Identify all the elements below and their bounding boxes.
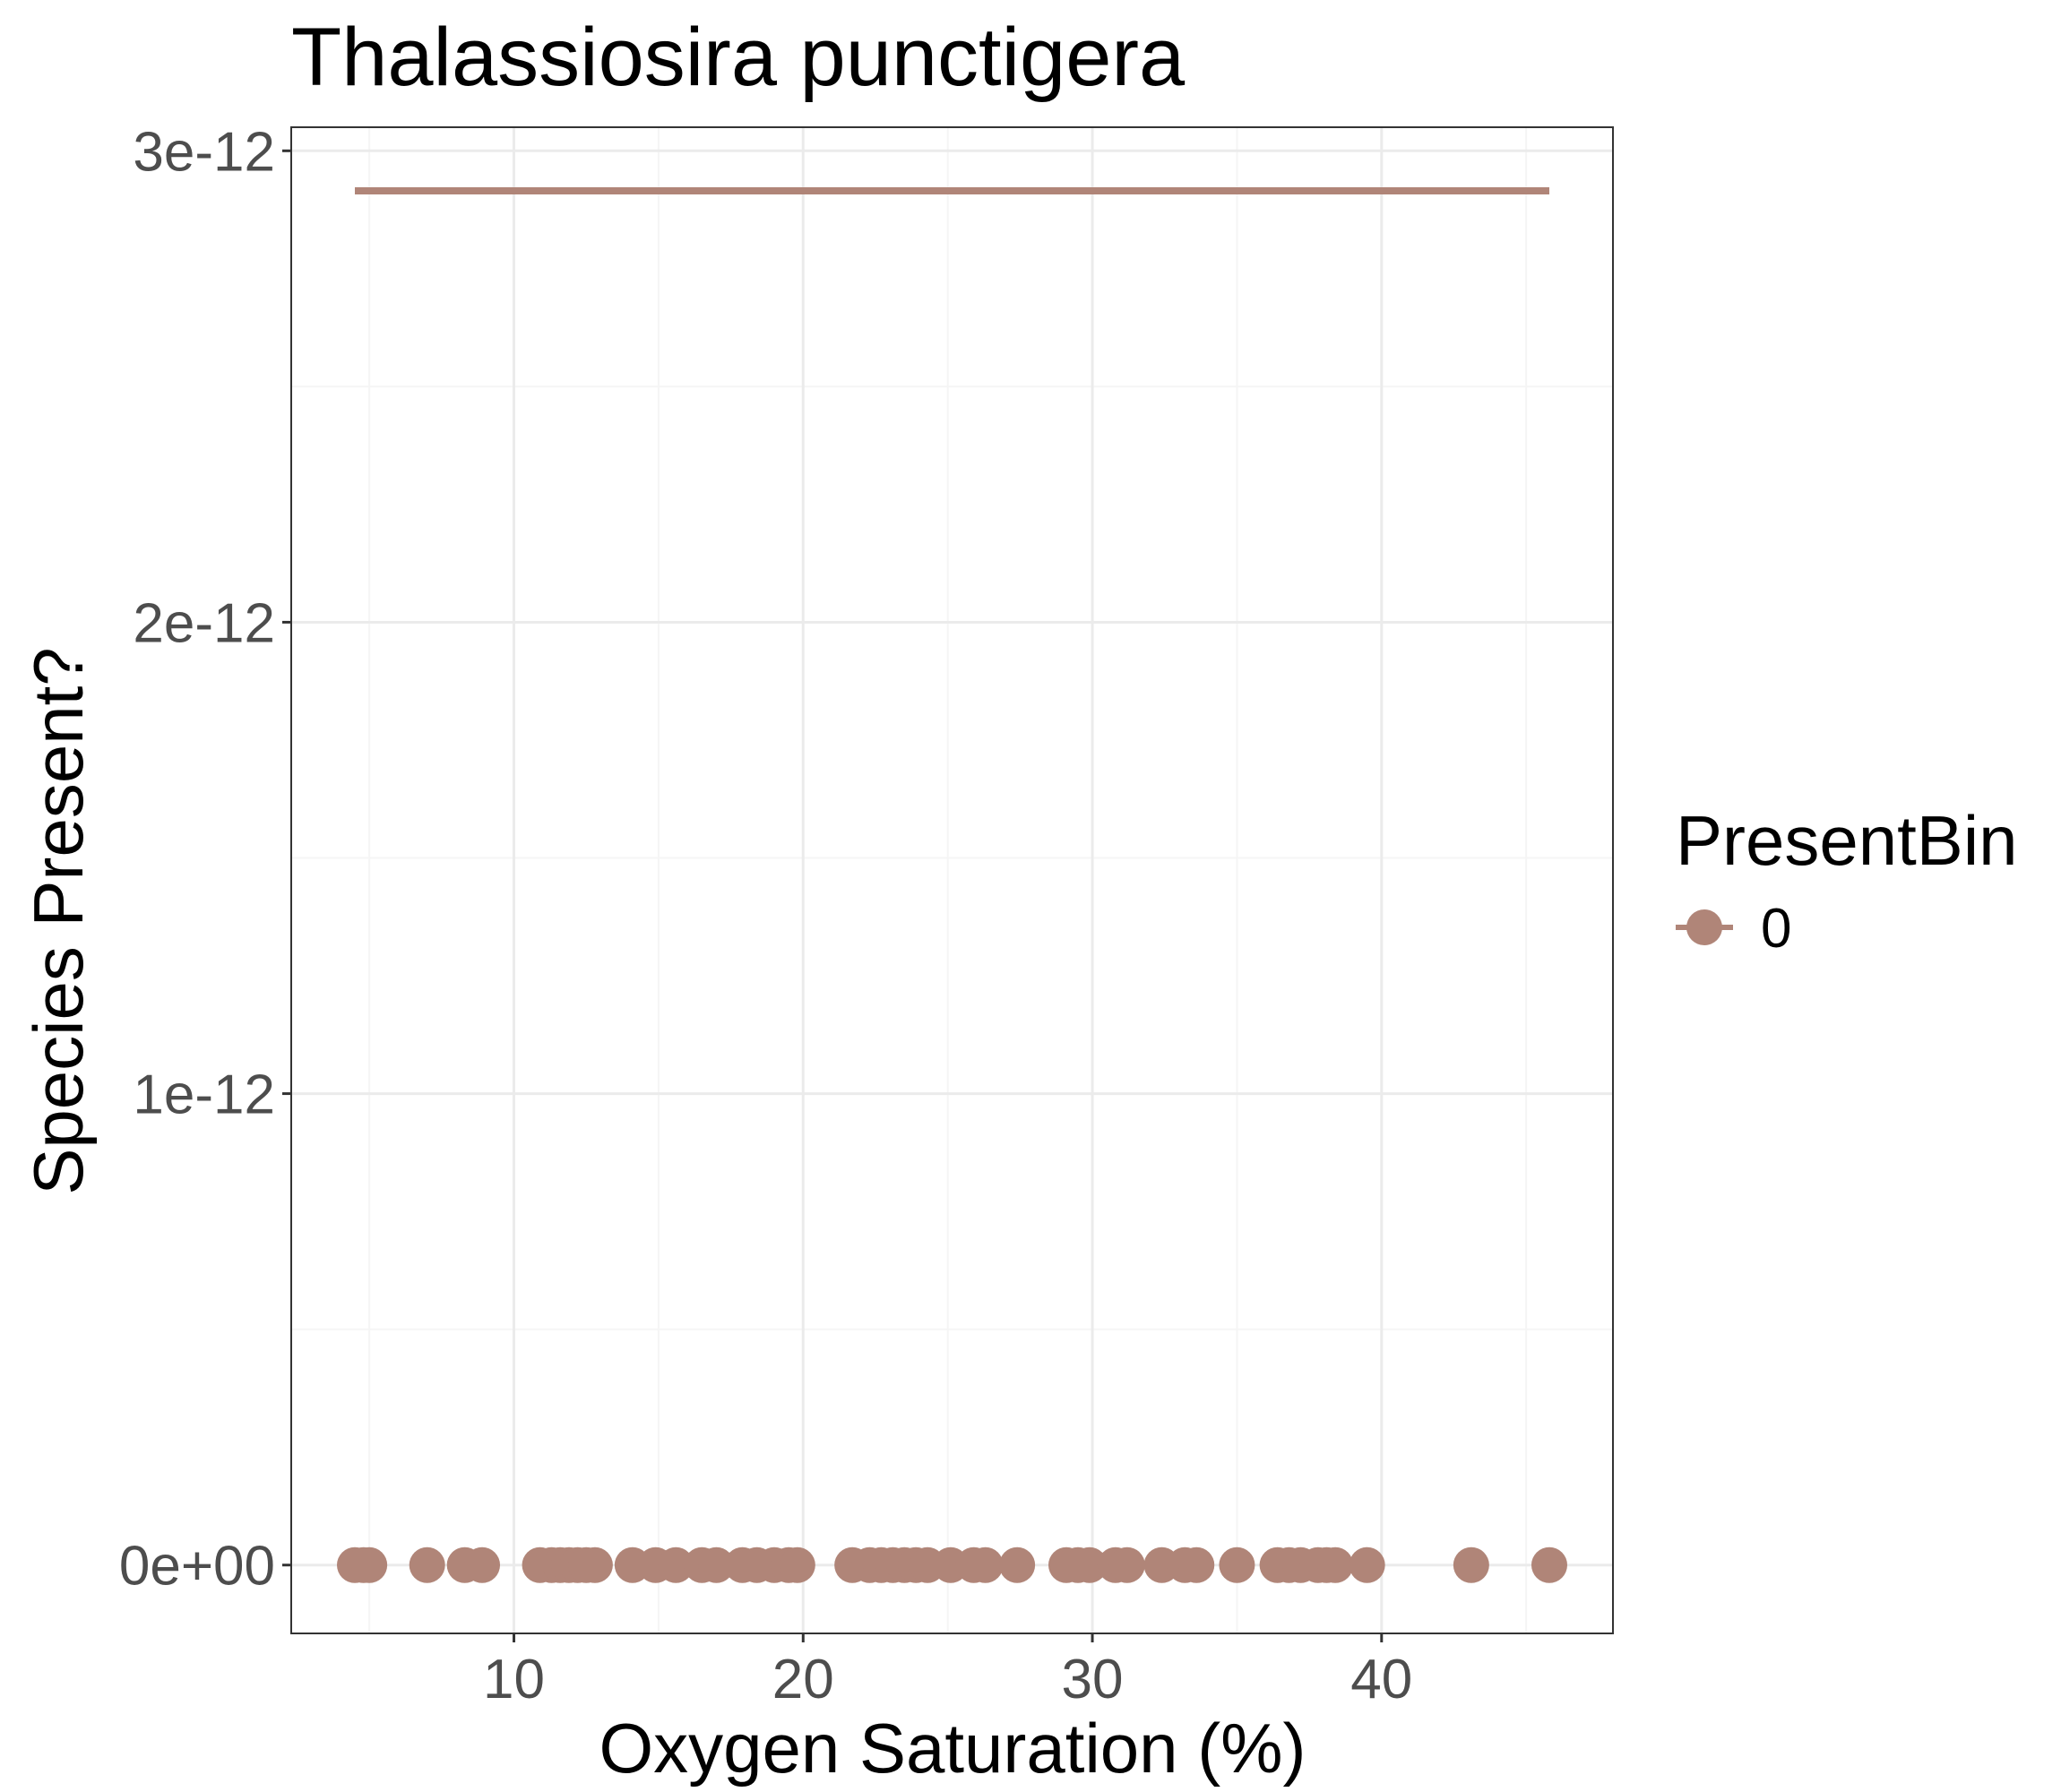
data-point — [351, 1546, 388, 1583]
series-0 — [337, 187, 1567, 1583]
y-axis: 0e+00 1e-12 2e-12 3e-12 — [119, 121, 291, 1598]
data-point — [779, 1546, 815, 1583]
panel-border — [290, 126, 1614, 1634]
x-axis-title: Oxygen Saturation (%) — [599, 1709, 1306, 1788]
y-tick-label: 2e-12 — [133, 592, 275, 654]
data-point — [409, 1546, 445, 1583]
data-point — [658, 1546, 694, 1583]
data-point — [967, 1546, 1004, 1583]
data-point — [1453, 1546, 1489, 1583]
y-tick-label: 1e-12 — [133, 1064, 275, 1126]
x-tick-label: 30 — [1062, 1649, 1124, 1710]
data-point — [1108, 1546, 1145, 1583]
data-point — [576, 1546, 613, 1583]
grid — [291, 127, 1613, 1633]
chart-title: Thalassiosira punctigera — [291, 12, 1186, 103]
panel-background — [291, 127, 1613, 1633]
data-point — [1349, 1546, 1385, 1583]
legend: PresentBin 0 — [1676, 801, 2018, 960]
legend-key-point — [1686, 909, 1722, 945]
x-tick-label: 10 — [483, 1649, 545, 1710]
data-point — [1071, 1546, 1108, 1583]
y-axis-title: Species Present? — [19, 647, 98, 1194]
data-point — [698, 1546, 735, 1583]
data-point — [464, 1546, 501, 1583]
x-tick-label: 40 — [1350, 1649, 1412, 1710]
data-point — [1317, 1546, 1354, 1583]
x-axis: 10 20 30 40 — [483, 1633, 1412, 1710]
x-tick-label: 20 — [772, 1649, 834, 1710]
legend-label-0: 0 — [1761, 898, 1791, 960]
data-point — [1178, 1546, 1215, 1583]
y-tick-label: 3e-12 — [133, 121, 275, 183]
legend-title: PresentBin — [1676, 801, 2018, 880]
data-point — [1219, 1546, 1255, 1583]
y-tick-label: 0e+00 — [119, 1536, 275, 1598]
data-point — [999, 1546, 1036, 1583]
data-point — [1531, 1546, 1567, 1583]
